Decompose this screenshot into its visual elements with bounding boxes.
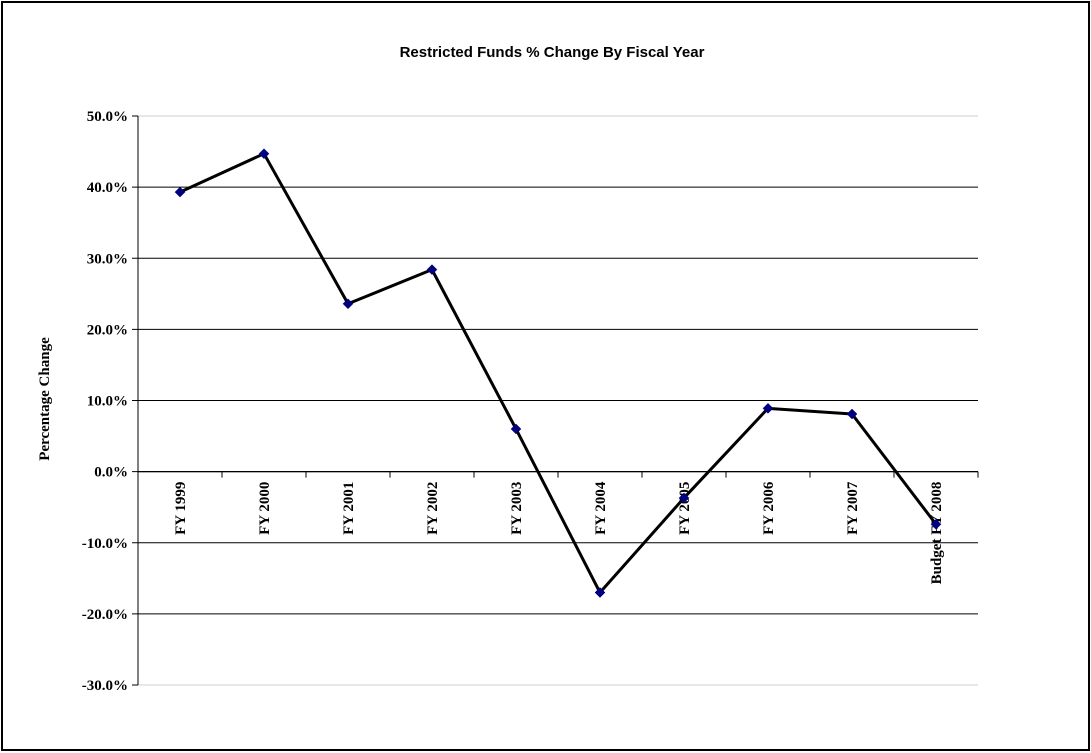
y-axis-label: Percentage Change	[37, 337, 53, 461]
x-tick-label: FY 2002	[425, 482, 441, 535]
chart-title: Restricted Funds % Change By Fiscal Year	[400, 44, 705, 61]
y-tick-label: 40.0%	[87, 180, 128, 196]
data-point	[678, 492, 690, 504]
data-point	[174, 186, 186, 198]
y-tick-label: 0.0%	[94, 465, 128, 481]
x-tick-label: FY 2001	[341, 482, 357, 535]
data-point	[594, 587, 606, 598]
x-tick-labels: FY 1999 FY 2000 FY 2001 FY 2002 FY 2003 FY 20…	[173, 481, 945, 584]
data-point	[846, 408, 858, 420]
axes	[132, 115, 979, 686]
x-tick-label: FY 2004	[593, 481, 609, 535]
data-point	[426, 264, 438, 275]
data-point	[762, 402, 774, 414]
y-tick-labels: 50.0% 40.0% 30.0% 20.0% 10.0% 0.0% -10.0% -20.0…	[82, 109, 128, 694]
y-tick-label: -10.0%	[82, 536, 128, 552]
x-tick-label: FY 2003	[509, 482, 525, 535]
y-tick-label: 10.0%	[87, 394, 128, 410]
y-tick-label: -30.0%	[82, 678, 128, 694]
data-point	[510, 423, 522, 435]
x-tick-label: FY 2006	[761, 481, 777, 535]
y-tick-label: 30.0%	[87, 251, 128, 267]
x-tick-label: FY 1999	[173, 482, 189, 535]
y-tick-label: 50.0%	[87, 109, 128, 125]
y-tick-label: 20.0%	[87, 322, 128, 338]
series-layer	[174, 148, 942, 598]
gridlines	[138, 115, 978, 686]
series-line	[179, 152, 938, 595]
x-tick-label: Budget FY 2008	[929, 482, 945, 585]
y-tick-label: -20.0%	[82, 607, 128, 623]
x-tick-label: FY 2007	[845, 481, 861, 535]
x-tick-label: FY 2000	[257, 482, 273, 535]
data-point	[258, 148, 270, 160]
data-point	[930, 518, 942, 530]
data-point	[342, 298, 354, 310]
x-tick-label: FY 2005	[677, 482, 693, 535]
